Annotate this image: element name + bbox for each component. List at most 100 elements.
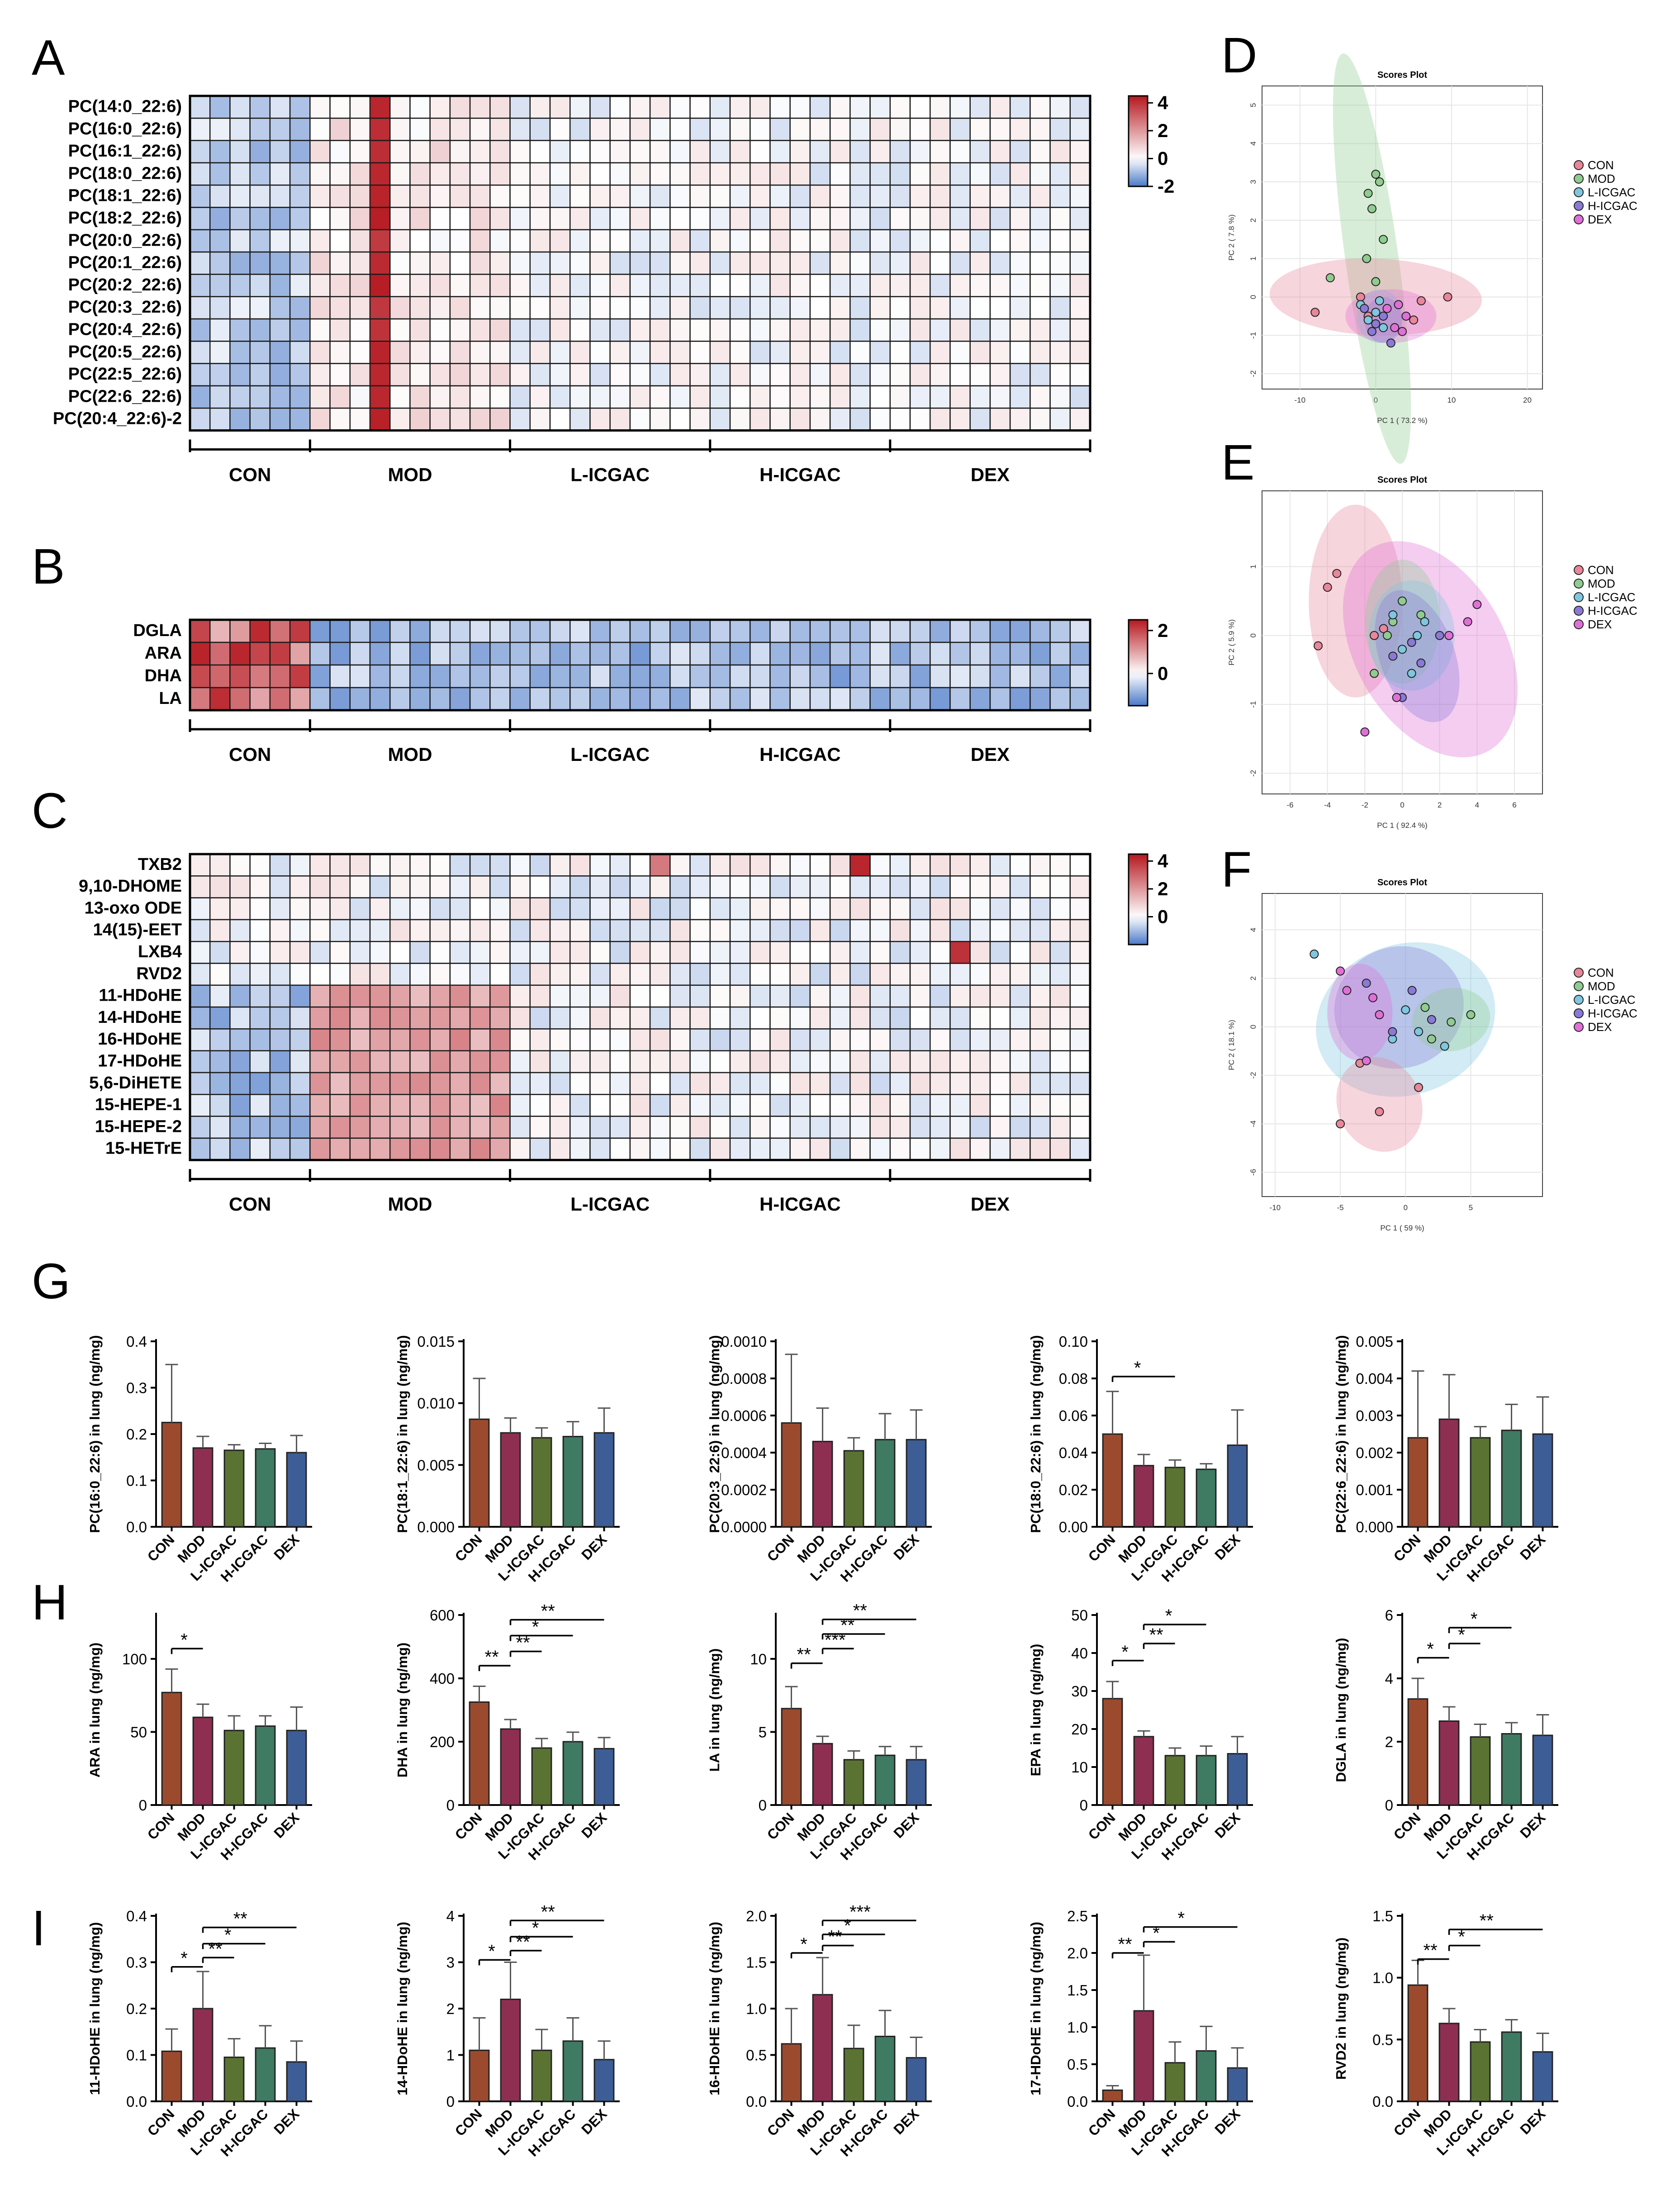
heatmap-cell (549, 1028, 571, 1051)
heatmap-cell (809, 1050, 831, 1074)
bar-y-tick-label: 0.0 (126, 1519, 147, 1535)
heatmap-cell (989, 95, 1011, 119)
heatmap-cell (709, 140, 731, 164)
heatmap-cell (569, 1094, 591, 1117)
bar-l-icgac (843, 2047, 864, 2102)
heatmap-cell (1049, 619, 1071, 643)
pca-legend-label-mod: MOD (1588, 172, 1615, 185)
heatmap-cell (189, 140, 211, 164)
heatmap-cell (469, 318, 491, 342)
heatmap-cell (409, 162, 431, 186)
heatmap-cell (849, 407, 871, 431)
heatmap-cell (489, 363, 511, 387)
pca-point-con (1409, 315, 1419, 325)
heatmap-cell (629, 1137, 651, 1161)
heatmap-cell (869, 897, 891, 921)
heatmap-row-label: PC(14:0_22:6) (68, 97, 182, 116)
heatmap-cell (709, 687, 731, 711)
heatmap-cell (289, 941, 311, 964)
heatmap-cell (709, 853, 731, 877)
heatmap-cell (689, 664, 711, 689)
pca-point-dex (1463, 617, 1472, 627)
heatmap-cell (309, 162, 331, 186)
heatmap-cell (509, 407, 531, 431)
heatmap-cell (249, 1050, 271, 1074)
group-label-mod: MOD (388, 1193, 432, 1215)
heatmap-cell (269, 1137, 291, 1161)
heatmap-a: PC(14:0_22:6)PC(16:0_22:6)PC(16:1_22:6)P… (53, 92, 1175, 485)
heatmap-cell (789, 95, 811, 119)
heatmap-cell (349, 641, 371, 666)
heatmap-cell (869, 184, 891, 208)
bar-y-tick-label: 0.002 (1356, 1444, 1393, 1461)
heatmap-cell (1069, 184, 1091, 208)
bar-dex (1227, 1444, 1248, 1528)
heatmap-cell (949, 619, 971, 643)
heatmap-cell (189, 363, 211, 387)
heatmap-cell (809, 229, 831, 253)
heatmap-cell (589, 619, 611, 643)
heatmap-cell (769, 641, 791, 666)
heatmap-cell (1009, 385, 1031, 409)
bar-l-icgac (843, 1450, 864, 1528)
heatmap-cell (1009, 875, 1031, 898)
significance-label: * (1134, 1358, 1141, 1378)
heatmap-cell (789, 385, 811, 409)
pca-point-h-icgac (1367, 327, 1376, 336)
heatmap-cell (969, 687, 991, 711)
bar-y-tick-label: 50 (130, 1724, 147, 1740)
bar-y-tick-label: 0.4 (126, 1908, 147, 1924)
heatmap-cell (749, 407, 771, 431)
heatmap-cell (309, 385, 331, 409)
heatmap-cell (249, 385, 271, 409)
heatmap-cell (849, 251, 871, 275)
bar-y-tick-label: 0.0 (126, 2093, 147, 2110)
heatmap-cell (489, 95, 511, 119)
bar-y-tick-label: 0.005 (1356, 1333, 1393, 1350)
heatmap-cell (729, 1072, 751, 1095)
bar-l-icgac (223, 1449, 245, 1528)
heatmap-cell (869, 296, 891, 320)
heatmap-cell (569, 184, 591, 208)
heatmap-cell (389, 941, 411, 964)
pca-legend-label-h-icgac: H-ICGAC (1588, 1007, 1637, 1020)
heatmap-cell (869, 95, 891, 119)
heatmap-cell (969, 296, 991, 320)
heatmap-cell (709, 1116, 731, 1139)
heatmap-cell (889, 1050, 911, 1074)
heatmap-cell (869, 875, 891, 898)
bar-y-tick-label: 100 (122, 1651, 147, 1667)
heatmap-cell (1049, 341, 1071, 364)
heatmap-cell (329, 941, 351, 964)
heatmap-cell (1030, 385, 1051, 409)
heatmap-cell (509, 363, 531, 387)
heatmap-cell (1069, 274, 1091, 297)
pca-point-con (1370, 631, 1379, 640)
heatmap-cell (829, 687, 851, 711)
heatmap-cell (889, 341, 911, 364)
heatmap-cell (289, 1094, 311, 1117)
heatmap-cell (409, 1072, 431, 1095)
heatmap-cell (809, 853, 831, 877)
heatmap-cell (1069, 897, 1091, 921)
heatmap-cell (709, 207, 731, 231)
heatmap-cell (1069, 984, 1091, 1008)
heatmap-cell (989, 407, 1011, 431)
heatmap-cell (189, 1116, 211, 1139)
heatmap-cell (869, 118, 891, 141)
pca-y-tick-label: -6 (1249, 1169, 1258, 1176)
heatmap-cell (369, 407, 391, 431)
pca-point-dex (1390, 323, 1400, 333)
heatmap-cell (669, 853, 691, 877)
heatmap-cell (609, 385, 631, 409)
heatmap-cell (749, 664, 771, 689)
heatmap-cell (369, 95, 391, 119)
heatmap-cell (589, 229, 611, 253)
heatmap-cell (769, 897, 791, 921)
heatmap-cell (569, 984, 591, 1008)
colorbar-tick-label: 0 (1158, 663, 1168, 684)
bar-mod (812, 1743, 833, 1806)
heatmap-cell (189, 875, 211, 898)
